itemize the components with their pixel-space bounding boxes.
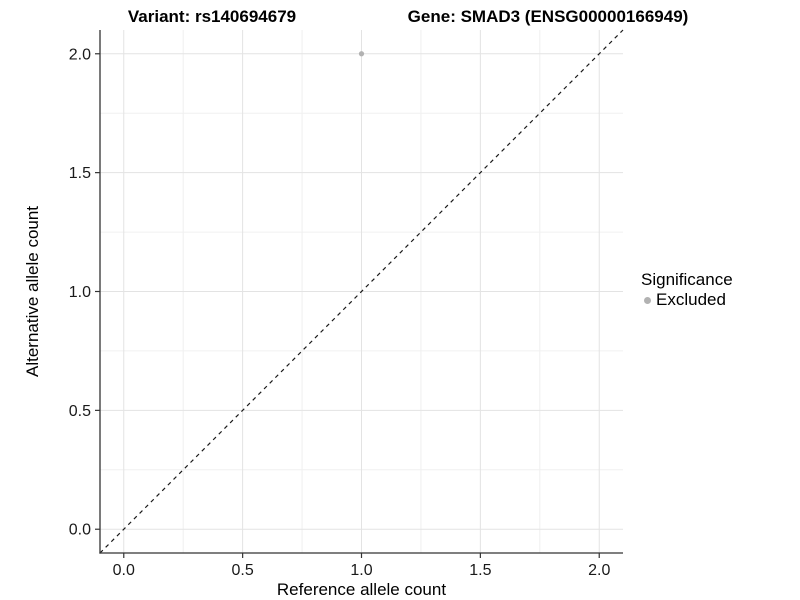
legend-entry-excluded: Excluded	[644, 290, 733, 310]
identity-dashed-line	[99, 29, 624, 554]
legend-title: Significance	[641, 270, 733, 289]
plot-title-variant: Variant: rs140694679	[127, 7, 297, 26]
x-tick-label: 0.0	[113, 562, 135, 579]
tick-marks-group	[95, 53, 600, 558]
data-points-group	[358, 51, 365, 57]
axis-titles-group: Reference allele count Alternative allele…	[23, 206, 446, 599]
legend-entry-label: Excluded	[656, 290, 726, 309]
x-tick-label: 1.0	[350, 562, 372, 579]
x-tick-label: 0.5	[232, 562, 254, 579]
x-axis-title: Reference allele count	[277, 580, 446, 599]
plot-title-gene: Gene: SMAD3 (ENSG00000166949)	[407, 7, 689, 26]
y-tick-label: 0.5	[69, 403, 91, 420]
y-tick-label: 2.0	[69, 46, 91, 63]
data-point-excluded	[358, 51, 365, 57]
y-tick-label: 1.0	[69, 284, 91, 301]
reference-line-group	[99, 29, 624, 554]
y-tick-label: 0.0	[69, 522, 91, 539]
x-tick-label: 1.5	[469, 562, 491, 579]
x-tick-label: 2.0	[588, 562, 610, 579]
legend-marker-circle-icon	[644, 296, 651, 304]
y-axis-title: Alternative allele count	[23, 206, 42, 377]
tick-labels-group: 0.0 0.5 1.0 1.5 2.0 0.0 0.5 1.0 1.5 2.0	[69, 46, 611, 579]
legend: Significance Excluded	[641, 270, 733, 310]
y-tick-label: 1.5	[69, 165, 91, 182]
